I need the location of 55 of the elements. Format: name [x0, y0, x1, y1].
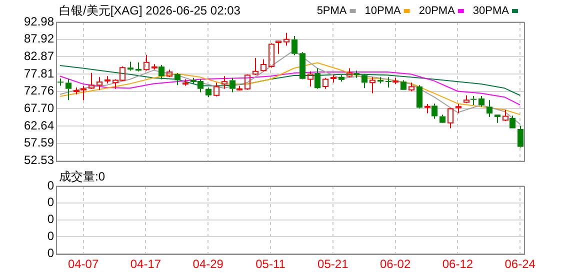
candlestick [314, 68, 320, 88]
candlestick [58, 78, 64, 86]
x-tick-label: 06-24 [504, 257, 536, 272]
candlestick [478, 96, 484, 108]
y-tick-label: 0 [47, 229, 54, 244]
y-tick-label: 72.76 [24, 84, 54, 98]
x-tick-label: 04-07 [68, 257, 99, 272]
x-tick-label: 04-29 [192, 257, 224, 272]
candlestick [494, 114, 500, 124]
chart-title: 成交量:0 [59, 169, 106, 184]
y-tick-label: 0 [47, 212, 54, 226]
y-tick-label: 92.98 [24, 14, 54, 28]
candlestick [386, 76, 392, 88]
y-tick-label: 0 [47, 246, 54, 260]
candlestick [206, 86, 212, 98]
candlestick [370, 76, 376, 94]
y-tick-label: 62.64 [24, 118, 54, 132]
candlestick [470, 96, 476, 106]
candlestick [96, 76, 102, 90]
x-tick-label: 06-12 [442, 257, 474, 272]
candlestick [416, 84, 422, 108]
candlestick [354, 70, 360, 78]
y-tick-label: 82.87 [24, 49, 54, 64]
x-tick-label: 04-17 [130, 257, 162, 272]
y-tick-label: 0 [47, 178, 54, 192]
y-tick-label: 77.81 [24, 66, 54, 80]
candlestick [308, 70, 314, 87]
candlestick [174, 72, 180, 86]
candlestick [128, 61, 134, 72]
legend-label: 20PMA [418, 5, 456, 18]
candlestick [230, 77, 236, 93]
candlestick [338, 74, 344, 82]
candlestick [252, 57, 258, 76]
candlestick [222, 76, 228, 90]
y-tick-label: 87.92 [24, 32, 54, 46]
y-tick-label: 67.70 [24, 101, 54, 116]
candlestick [510, 115, 516, 128]
candlestick [440, 114, 446, 123]
y-tick-label: 52.53 [24, 153, 54, 168]
candlestick [486, 100, 492, 118]
candlestick [158, 64, 164, 80]
y-tick-label: 0 [47, 195, 54, 210]
chart-title: 白银/美元[XAG] 2026-06-25 02:03 [59, 3, 241, 18]
legend-label: 10PMA [364, 5, 402, 18]
y-tick-label: 57.59 [24, 136, 54, 150]
x-tick-label: 05-21 [318, 257, 349, 272]
candlestick [284, 32, 290, 46]
x-tick-label: 05-11 [256, 257, 286, 272]
candlestick [292, 36, 298, 56]
candlestick [66, 78, 72, 101]
candlestick [88, 72, 94, 89]
x-tick-label: 06-02 [380, 257, 411, 272]
candlestick [276, 40, 282, 54]
legend-label: 30PMA [472, 5, 510, 18]
legend-label: 5PMA [316, 5, 348, 18]
